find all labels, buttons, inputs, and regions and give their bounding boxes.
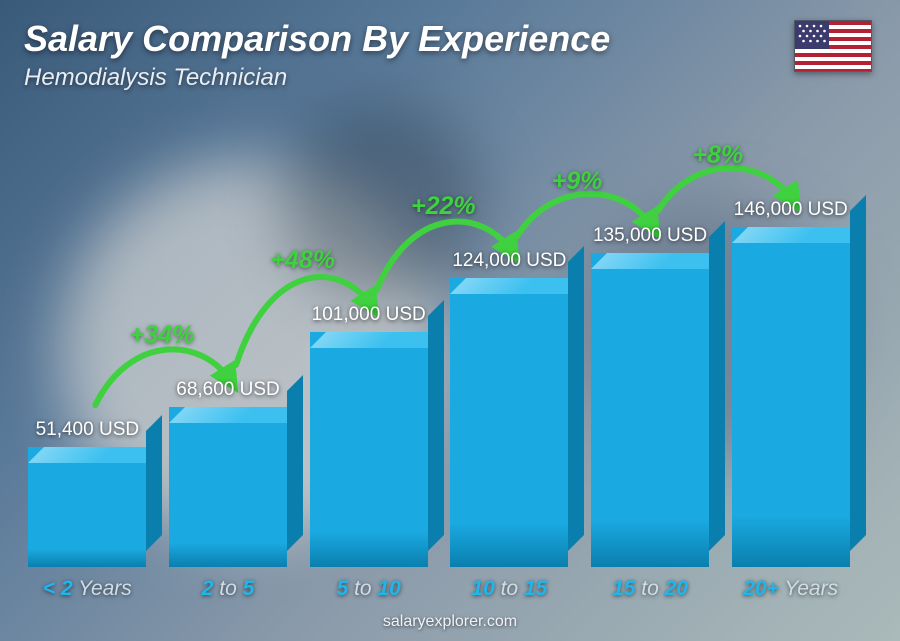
bar-chart: 51,400 USD 68,600 USD 101,000 USD 124,000 U… <box>24 107 854 567</box>
category-label: 15 to 20 <box>587 577 714 601</box>
footer-attribution: salaryexplorer.com <box>0 613 900 631</box>
bar <box>732 227 850 567</box>
bar <box>450 278 568 567</box>
bar-value-label: 51,400 USD <box>36 419 140 441</box>
infographic-canvas: Salary Comparison By Experience Hemodial… <box>0 0 900 641</box>
bar <box>310 332 428 567</box>
bar-group: 68,600 USD <box>165 379 292 567</box>
x-axis-labels: < 2 Years 2 to 5 5 to 10 10 to 15 15 to 20 20… <box>24 577 854 601</box>
category-label: 10 to 15 <box>446 577 573 601</box>
category-label: 20+ Years <box>727 577 854 601</box>
flag-icon <box>794 20 872 72</box>
chart-title: Salary Comparison By Experience <box>24 18 610 60</box>
category-label: < 2 Years <box>24 577 151 601</box>
bar-group: 124,000 USD <box>446 250 573 567</box>
bar-value-label: 68,600 USD <box>176 379 280 401</box>
bar <box>28 447 146 567</box>
bar-value-label: 101,000 USD <box>312 304 426 326</box>
bar-value-label: 146,000 USD <box>734 199 848 221</box>
bar-value-label: 124,000 USD <box>452 250 566 272</box>
category-label: 2 to 5 <box>165 577 292 601</box>
bar <box>591 253 709 567</box>
bar-group: 135,000 USD <box>587 225 714 567</box>
bar-group: 101,000 USD <box>305 304 432 567</box>
bar <box>169 407 287 567</box>
chart-subtitle: Hemodialysis Technician <box>24 64 287 92</box>
bar-group: 51,400 USD <box>24 419 151 567</box>
bar-value-label: 135,000 USD <box>593 225 707 247</box>
bar-group: 146,000 USD <box>727 199 854 567</box>
category-label: 5 to 10 <box>305 577 432 601</box>
